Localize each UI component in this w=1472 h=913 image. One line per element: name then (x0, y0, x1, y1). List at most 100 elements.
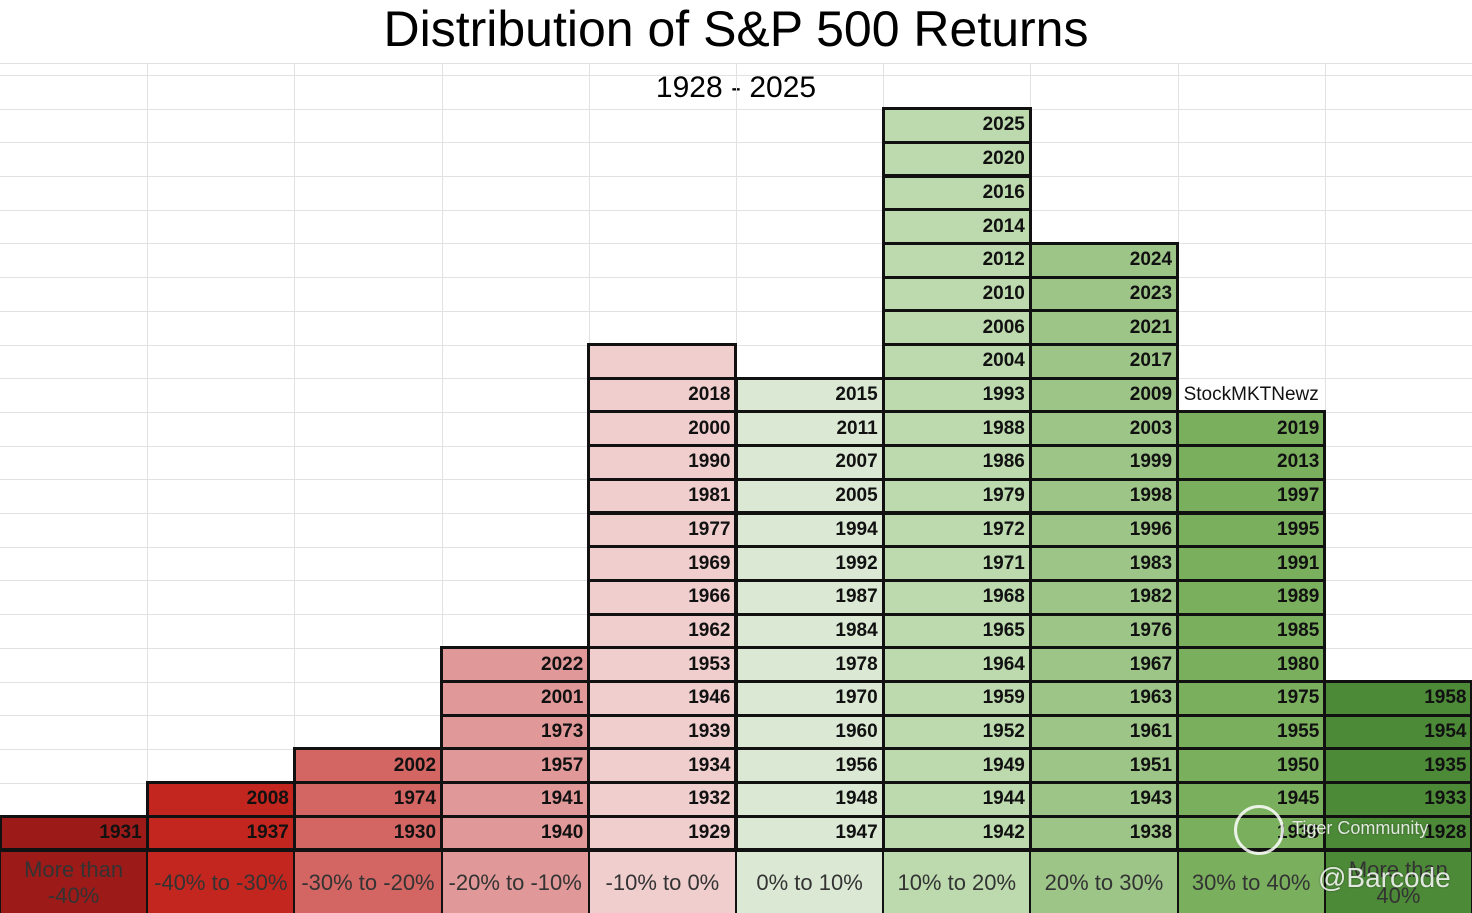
year-cell: 1998 (1028, 477, 1180, 515)
community-watermark: Tiger Community (1292, 818, 1429, 838)
year-cell: 1950 (1176, 747, 1327, 785)
year-cell: 1999 (1028, 444, 1180, 481)
year-cell: 1964 (881, 646, 1032, 683)
year-cell: 1959 (881, 680, 1032, 717)
year-cell: 2006 (881, 309, 1032, 346)
year-cell: 2008 (145, 781, 296, 818)
year-cell: 1947 (734, 814, 885, 852)
year-cell: 2014 (881, 208, 1032, 245)
year-cell: 1934 (587, 747, 738, 785)
year-cell: 1978 (734, 646, 885, 683)
year-cell: 1951 (1028, 747, 1180, 785)
year-cell: 1956 (734, 747, 885, 785)
year-cell: 1985 (1176, 612, 1327, 650)
column-header: -30% to -20% (293, 850, 443, 913)
year-cell: 2002 (292, 747, 444, 785)
year-cell: 1965 (881, 612, 1032, 650)
year-cell: 1987 (734, 578, 885, 616)
year-cell: 1995 (1176, 511, 1327, 549)
year-cell: 1952 (881, 713, 1032, 751)
year-cell: 2023 (1028, 275, 1180, 313)
year-cell: 1957 (440, 747, 591, 785)
year-cell: 1960 (734, 713, 885, 751)
year-cell: 1937 (145, 814, 296, 852)
column-header: More than -40% (0, 850, 149, 913)
year-cell: 1973 (440, 713, 591, 751)
year-cell: 2000 (587, 410, 738, 448)
year-cell: 1941 (440, 781, 591, 818)
year-cell: 2011 (734, 410, 885, 448)
year-cell: 2003 (1028, 410, 1180, 448)
year-cell: 1932 (587, 781, 738, 818)
handle-watermark: @Barcode (1318, 862, 1451, 893)
year-cell: 2015 (734, 376, 885, 414)
year-cell: 1982 (1028, 578, 1180, 616)
year-cell: 2021 (1028, 309, 1180, 346)
year-cell: 1979 (881, 477, 1032, 515)
year-cell: 1961 (1028, 713, 1180, 751)
year-cell: 2012 (881, 241, 1032, 279)
column-header: -10% to 0% (587, 850, 737, 913)
year-cell: 1953 (587, 646, 738, 683)
year-cell: 1966 (587, 578, 738, 616)
column-header: 30% to 40% (1176, 850, 1326, 913)
year-cell (587, 343, 738, 380)
year-cell: 1981 (587, 477, 738, 515)
year-cell: 2025 (881, 107, 1032, 144)
year-cell: 2009 (1028, 376, 1180, 414)
year-cell: 1971 (881, 545, 1032, 582)
year-cell: 1929 (587, 814, 738, 852)
year-cell: 2018 (587, 376, 738, 414)
year-cell: 1958 (1323, 680, 1472, 717)
year-cell: 2016 (881, 174, 1032, 212)
year-cell: 1990 (587, 444, 738, 481)
year-cell: 1975 (1176, 680, 1327, 717)
year-cell: 2004 (881, 343, 1032, 380)
year-cell: 1946 (587, 680, 738, 717)
year-cell: 1991 (1176, 545, 1327, 582)
year-cell: 1938 (1028, 814, 1180, 852)
year-cell: 2020 (881, 140, 1032, 178)
grid-line (294, 63, 296, 850)
year-cell: 1972 (881, 511, 1032, 549)
column-header: 0% to 10% (735, 850, 885, 913)
title: Distribution of S&P 500 Returns (383, 1, 1089, 57)
year-cell: 1955 (1176, 713, 1327, 751)
year-cell: 2024 (1028, 241, 1180, 279)
year-cell: 1997 (1176, 477, 1327, 515)
year-cell: 1969 (587, 545, 738, 582)
year-cell: 1993 (881, 376, 1032, 414)
year-cell: 1994 (734, 511, 885, 549)
year-cell: 2019 (1176, 410, 1327, 448)
year-cell: 2017 (1028, 343, 1180, 380)
year-cell: 1940 (440, 814, 591, 852)
year-cell: 2005 (734, 477, 885, 515)
column-header: -20% to -10% (440, 850, 590, 913)
year-cell: 1967 (1028, 646, 1180, 683)
year-cell: 2013 (1176, 444, 1327, 481)
year-cell: 2007 (734, 444, 885, 481)
year-cell: 1974 (292, 781, 444, 818)
subtitle: 1928 - 2025 (655, 71, 817, 104)
column-header: 20% to 30% (1029, 850, 1179, 913)
year-cell: 1948 (734, 781, 885, 818)
year-cell: 2001 (440, 680, 591, 717)
year-cell: 2022 (440, 646, 591, 683)
year-cell: 1963 (1028, 680, 1180, 717)
year-cell: 1954 (1323, 713, 1472, 751)
year-cell: 1933 (1323, 781, 1472, 818)
year-cell: 1988 (881, 410, 1032, 448)
year-cell: 1942 (881, 814, 1032, 852)
year-cell: 1976 (1028, 612, 1180, 650)
year-cell: 1977 (587, 511, 738, 549)
year-cell: 1992 (734, 545, 885, 582)
year-cell: 1968 (881, 578, 1032, 616)
year-cell: 1949 (881, 747, 1032, 785)
year-cell: 1930 (292, 814, 444, 852)
column-header: More than 40% (1323, 850, 1472, 913)
column-header: 10% to 20% (882, 850, 1032, 913)
grid-line (441, 63, 443, 850)
year-cell: 2010 (881, 275, 1032, 313)
